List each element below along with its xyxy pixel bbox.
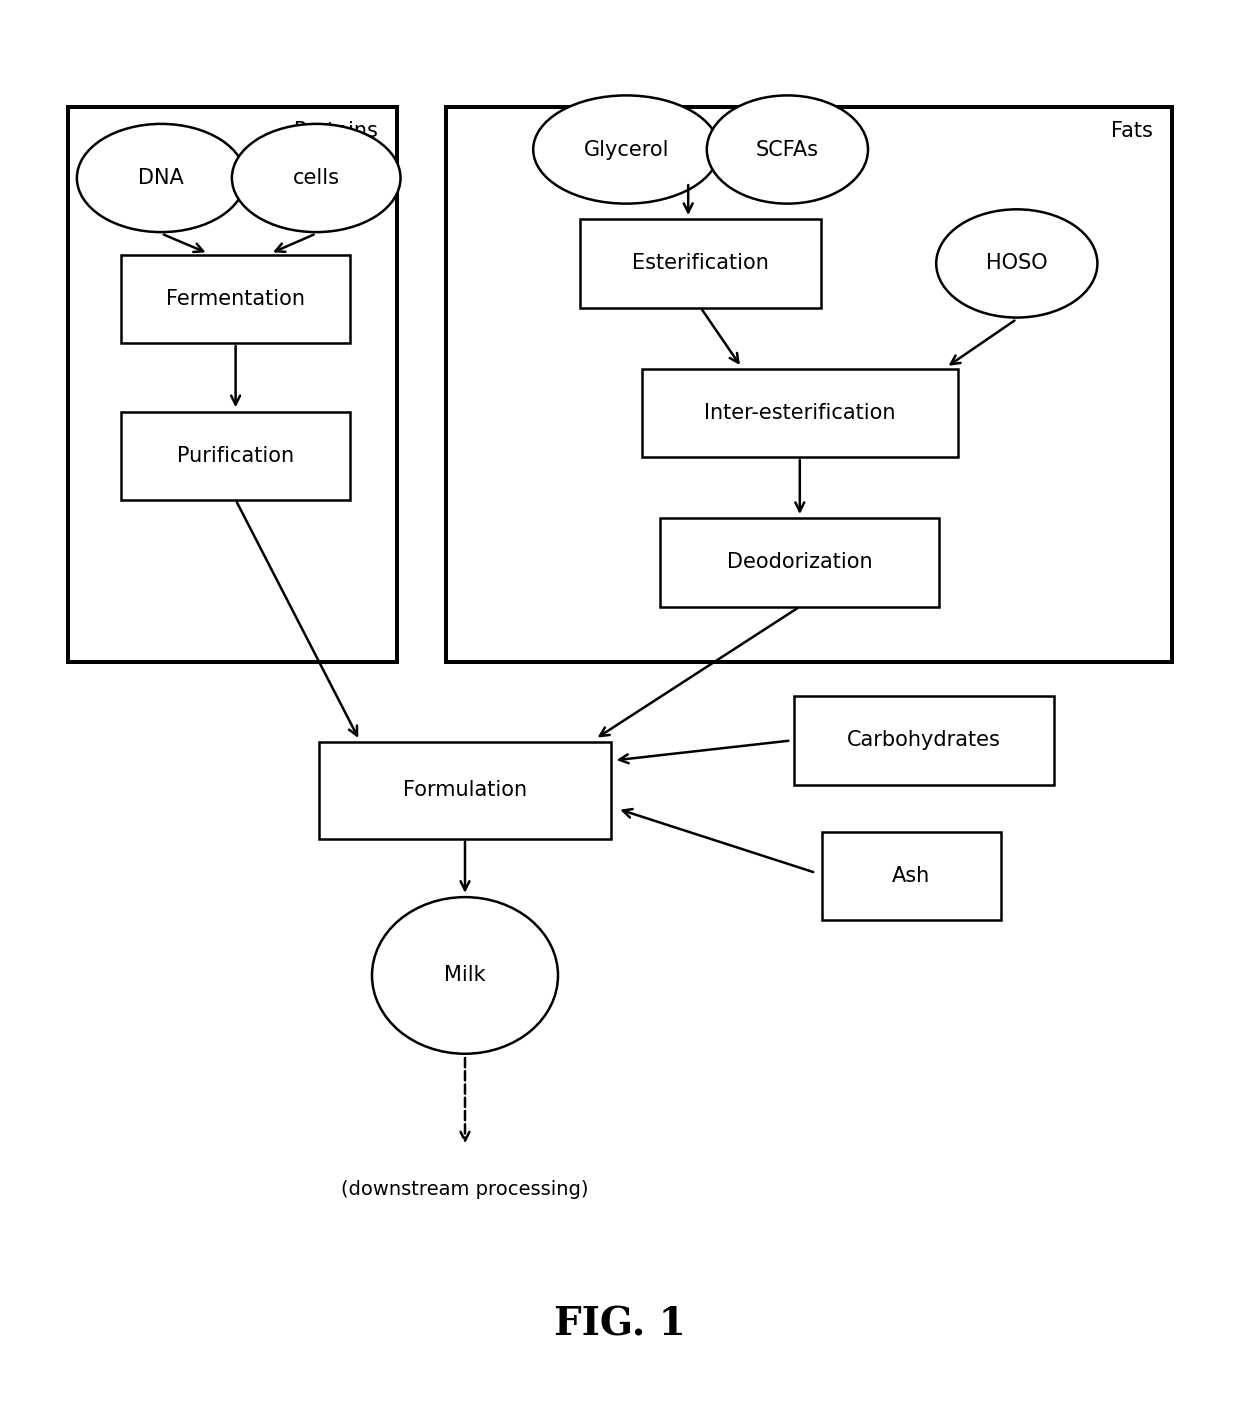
Bar bbox=[821, 832, 1002, 920]
Text: DNA: DNA bbox=[139, 168, 184, 188]
Bar bbox=[122, 412, 350, 500]
Text: Purification: Purification bbox=[177, 446, 294, 466]
Ellipse shape bbox=[707, 95, 868, 204]
Text: Esterification: Esterification bbox=[632, 253, 769, 273]
Ellipse shape bbox=[936, 209, 1097, 318]
Text: SCFAs: SCFAs bbox=[756, 140, 818, 159]
Bar bbox=[446, 107, 1172, 662]
Text: (downstream processing): (downstream processing) bbox=[341, 1179, 589, 1199]
Text: Carbohydrates: Carbohydrates bbox=[847, 731, 1001, 750]
Text: Formulation: Formulation bbox=[403, 780, 527, 800]
Text: Proteins: Proteins bbox=[294, 121, 378, 141]
Text: Fats: Fats bbox=[1111, 121, 1153, 141]
Bar bbox=[122, 255, 350, 343]
Text: Deodorization: Deodorization bbox=[727, 553, 873, 572]
Ellipse shape bbox=[372, 897, 558, 1054]
Text: FIG. 1: FIG. 1 bbox=[554, 1306, 686, 1343]
Text: Milk: Milk bbox=[444, 965, 486, 985]
Text: Inter-esterification: Inter-esterification bbox=[704, 403, 895, 423]
Bar bbox=[68, 107, 397, 662]
Bar bbox=[642, 369, 959, 457]
Text: Fermentation: Fermentation bbox=[166, 289, 305, 309]
Text: Ash: Ash bbox=[893, 866, 930, 886]
Text: cells: cells bbox=[293, 168, 340, 188]
Text: Glycerol: Glycerol bbox=[584, 140, 668, 159]
Text: HOSO: HOSO bbox=[986, 253, 1048, 273]
Bar bbox=[579, 219, 821, 308]
Ellipse shape bbox=[533, 95, 719, 204]
Bar bbox=[660, 518, 940, 607]
Ellipse shape bbox=[232, 124, 401, 232]
Ellipse shape bbox=[77, 124, 246, 232]
Bar bbox=[794, 696, 1054, 785]
Bar bbox=[320, 742, 611, 839]
